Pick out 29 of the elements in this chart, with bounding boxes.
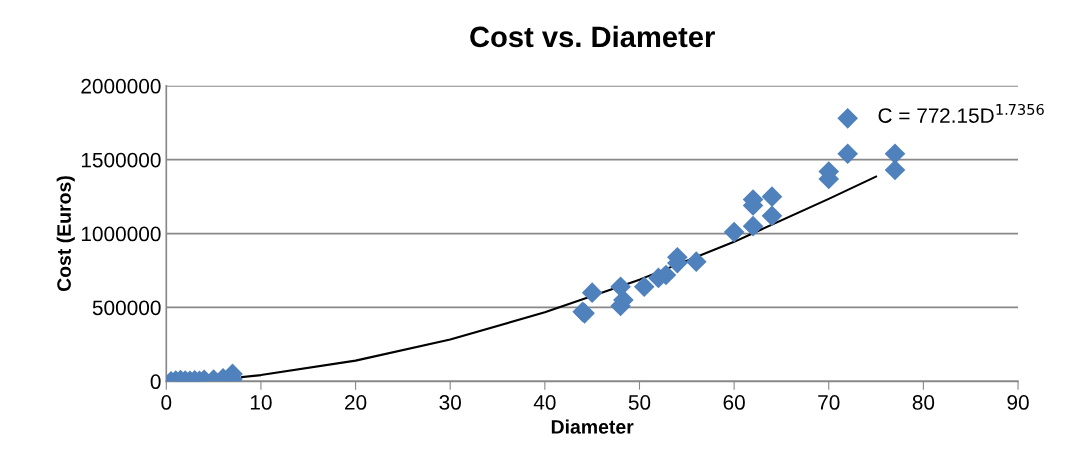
x-tick-label: 20 — [345, 395, 367, 410]
x-axis-title: Diameter — [551, 419, 634, 434]
x-tick-label: 60 — [723, 395, 745, 410]
chart-title: Cost vs. Diameter — [470, 25, 715, 48]
y-tick-label: 2000000 — [81, 78, 161, 94]
point — [837, 108, 858, 129]
point — [685, 251, 707, 272]
x-tick-label: 80 — [912, 395, 935, 410]
x-tick-label: 10 — [250, 395, 272, 410]
point — [761, 205, 783, 227]
point — [761, 186, 783, 207]
x-tick-label: 40 — [533, 395, 556, 410]
y-tick-label: 1500000 — [81, 152, 161, 168]
point — [837, 143, 858, 165]
point — [581, 282, 603, 303]
y-tick-label: 1000000 — [81, 226, 161, 242]
point — [884, 143, 906, 165]
y-tick-label: 0 — [150, 374, 161, 390]
annotation: C = 772.15D$^{1.7356}$ — [878, 103, 1044, 123]
point — [884, 159, 906, 181]
point — [742, 215, 764, 237]
x-tick-label: 0 — [161, 395, 172, 410]
x-tick-label: 90 — [1007, 395, 1029, 410]
point — [723, 221, 745, 243]
x-tick-label: 30 — [439, 395, 461, 410]
x-tick-label: 50 — [628, 395, 651, 410]
y-axis-title: Cost (Euros) — [56, 176, 75, 292]
x-tick-label: 70 — [818, 395, 840, 410]
y-tick-label: 500000 — [92, 300, 161, 316]
